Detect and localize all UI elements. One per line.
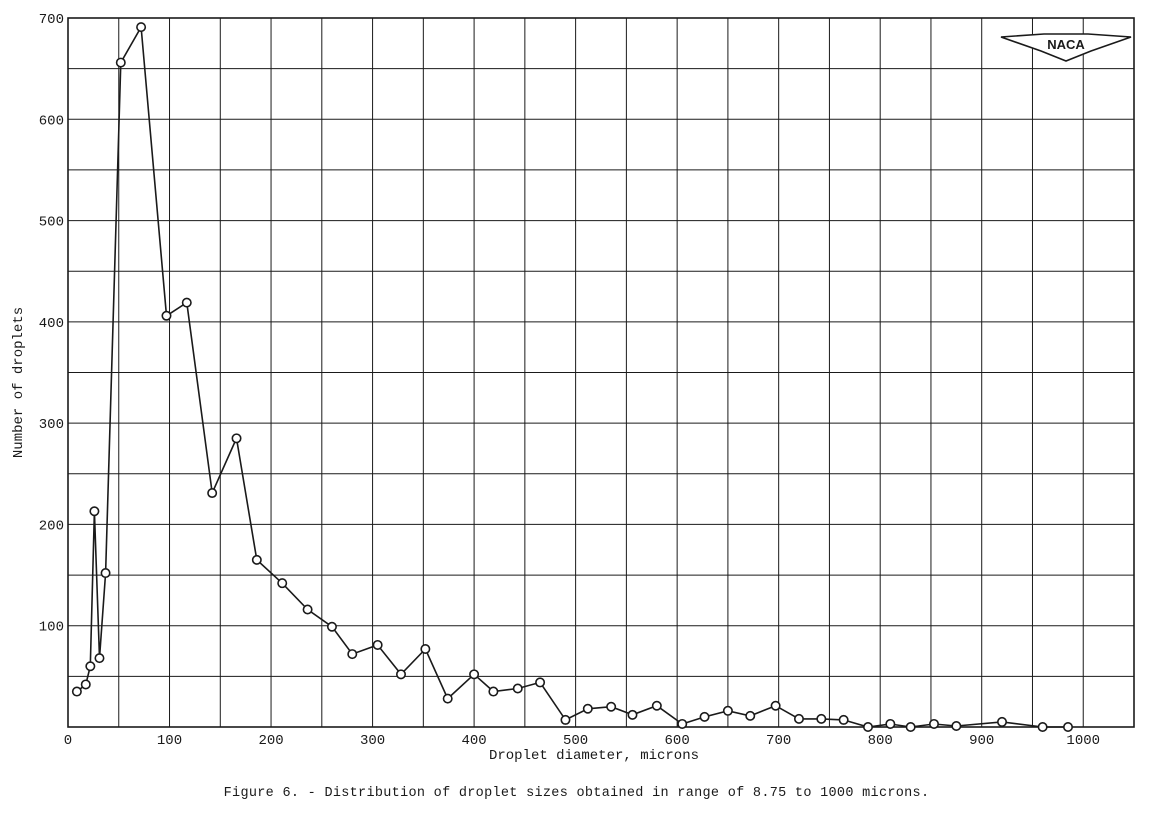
- y-tick-label: 200: [39, 518, 64, 534]
- data-point: [885, 718, 896, 729]
- series-line: [76, 24, 1068, 728]
- y-axis-label: Number of droplets: [11, 307, 27, 458]
- grid: [68, 18, 1134, 727]
- data-point: [677, 718, 688, 729]
- naca-logo: NACA: [1000, 33, 1132, 62]
- data-point: [251, 554, 262, 565]
- data-point: [326, 621, 337, 632]
- figure-caption: Figure 6. - Distribution of droplet size…: [223, 786, 930, 801]
- data-point: [1037, 721, 1048, 732]
- data-point: [651, 700, 662, 711]
- data-point: [582, 703, 593, 714]
- x-tick-label: 500: [563, 733, 588, 749]
- data-point: [395, 669, 406, 680]
- data-point: [793, 713, 804, 724]
- y-tick-label: 700: [39, 12, 64, 28]
- data-point: [770, 700, 781, 711]
- data-point: [928, 718, 939, 729]
- y-tick-label: 300: [39, 417, 64, 433]
- y-tick-label: 600: [39, 113, 64, 129]
- data-point: [94, 653, 105, 664]
- data-point: [347, 649, 358, 660]
- data-point: [535, 677, 546, 688]
- data-point: [816, 713, 827, 724]
- x-tick-label: 700: [766, 733, 791, 749]
- data-point: [231, 433, 242, 444]
- x-tick-label: 1000: [1066, 733, 1100, 749]
- data-point: [80, 679, 91, 690]
- data-point: [85, 661, 96, 672]
- y-tick-label: 400: [39, 316, 64, 332]
- data-point: [469, 669, 480, 680]
- x-axis-label: Droplet diameter, microns: [489, 748, 699, 764]
- naca-wings-emblem: [1000, 33, 1132, 62]
- naca-logo-text: NACA: [1047, 37, 1085, 52]
- x-tick-label: 200: [258, 733, 283, 749]
- data-point: [71, 686, 82, 697]
- data-point: [699, 711, 710, 722]
- data-point: [100, 568, 111, 579]
- data-point: [302, 604, 313, 615]
- x-tick-label: 600: [665, 733, 690, 749]
- data-point: [512, 683, 523, 694]
- data-point: [997, 716, 1008, 727]
- x-tick-label: 400: [461, 733, 486, 749]
- y-tick-label: 500: [39, 215, 64, 231]
- data-point: [207, 488, 218, 499]
- data-point: [722, 705, 733, 716]
- data-point: [181, 297, 192, 308]
- data-point: [89, 506, 100, 517]
- x-tick-label: 100: [157, 733, 182, 749]
- y-tick-label: 100: [39, 620, 64, 636]
- data-point: [951, 720, 962, 731]
- data-point: [606, 701, 617, 712]
- x-tick-label: 900: [969, 733, 994, 749]
- data-point: [277, 578, 288, 589]
- plot-frame: [67, 17, 1135, 728]
- data-point: [863, 721, 874, 732]
- data-point: [488, 686, 499, 697]
- data-point: [560, 714, 571, 725]
- data-point: [627, 709, 638, 720]
- data-point: [745, 710, 756, 721]
- data-point: [420, 644, 431, 655]
- data-point: [372, 639, 383, 650]
- data-point: [838, 714, 849, 725]
- data-point: [442, 693, 453, 704]
- data-point: [1063, 721, 1074, 732]
- x-tick-label: 800: [868, 733, 893, 749]
- x-tick-labels: 0 100 200 300 400 500 600 700 800 900 1000: [64, 733, 1100, 749]
- data-point: [905, 721, 916, 732]
- data-point: [161, 310, 172, 321]
- x-tick-label: 0: [64, 733, 72, 749]
- data-point: [136, 22, 147, 33]
- y-tick-labels: 100 200 300 400 500 600 700: [39, 12, 64, 636]
- data-point: [115, 57, 126, 68]
- x-tick-label: 300: [360, 733, 385, 749]
- data-points: [71, 22, 1074, 732]
